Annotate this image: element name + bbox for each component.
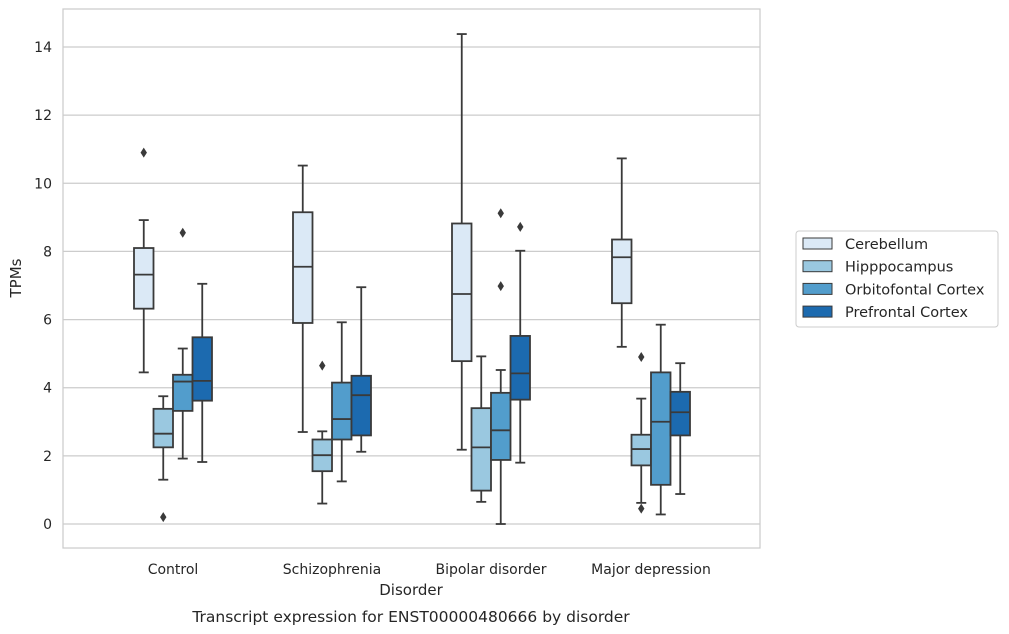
- outlier-0: [517, 221, 524, 232]
- outlier-0: [140, 147, 147, 158]
- outlier-0: [638, 503, 645, 514]
- box-2-3: [650, 323, 672, 516]
- x-tick-label-2: Bipolar disorder: [435, 562, 546, 578]
- y-tick-label-2: 4: [43, 381, 52, 397]
- box-0-0: [133, 147, 155, 374]
- x-axis-title: Disorder: [379, 581, 443, 599]
- box-body: [669, 390, 691, 437]
- box-layer: [133, 33, 691, 525]
- legend-swatch-0: [802, 237, 833, 250]
- box-3-3: [669, 362, 691, 495]
- outlier-0: [319, 360, 326, 371]
- box-2-1: [331, 321, 353, 483]
- outlier-0: [179, 227, 186, 238]
- box-body: [490, 391, 512, 461]
- box-2-2: [490, 208, 512, 525]
- legend-label-3: Prefrontal Cortex: [845, 305, 968, 321]
- legend-swatch-3: [802, 305, 833, 318]
- box-body: [133, 247, 155, 310]
- outlier-1: [638, 352, 645, 363]
- box-3-0: [191, 282, 213, 463]
- box-1-2: [470, 355, 492, 503]
- y-tick-label-4: 8: [43, 244, 52, 260]
- box-body: [152, 407, 174, 449]
- chart-caption: Transcript expression for ENST0000048066…: [191, 608, 630, 626]
- outlier-0: [160, 512, 167, 523]
- legend-swatch-1: [802, 260, 833, 273]
- outlier-0: [497, 281, 504, 292]
- y-tick-label-5: 10: [34, 176, 52, 192]
- y-axis-title: TPMs: [7, 258, 25, 298]
- legend-label-0: Cerebellum: [845, 237, 928, 253]
- box-0-2: [451, 33, 473, 451]
- plot-frame: [62, 8, 761, 549]
- box-1-0: [152, 395, 174, 523]
- box-0-1: [292, 164, 314, 433]
- box-0-3: [611, 157, 633, 348]
- outlier-1: [497, 208, 504, 219]
- x-tick-label-3: Major depression: [591, 562, 711, 578]
- y-tick-label-0: 0: [43, 517, 52, 533]
- y-tick-label-3: 6: [43, 313, 52, 329]
- box-body: [191, 336, 213, 402]
- box-body: [611, 238, 633, 305]
- x-tick-label-1: Schizophrenia: [283, 562, 381, 578]
- y-tick-label-7: 14: [34, 40, 52, 56]
- box-body: [470, 407, 492, 492]
- x-tick-label-0: Control: [148, 562, 199, 578]
- box-body: [650, 371, 672, 486]
- legend-label-2: Orbitofontal Cortex: [845, 282, 985, 298]
- legend-items: Cerebellum Hipppocampus Orbitofontal Corte…: [802, 237, 985, 321]
- box-1-3: [630, 352, 652, 514]
- box-body: [630, 433, 652, 467]
- legend-frame: [795, 230, 999, 328]
- box-body: [451, 222, 473, 363]
- y-axis-ticks: 0 2 4 6 8 10 12 14: [34, 40, 52, 533]
- x-axis-ticks: Control Schizophrenia Bipolar disorder Majo…: [148, 562, 711, 578]
- box-body: [350, 374, 372, 437]
- legend-swatch-2: [802, 282, 833, 295]
- legend: Cerebellum Hipppocampus Orbitofontal Corte…: [795, 230, 999, 328]
- box-body: [509, 335, 531, 401]
- box-3-1: [350, 286, 372, 453]
- y-tick-label-6: 12: [34, 108, 52, 124]
- box-3-2: [509, 221, 531, 464]
- legend-label-1: Hipppocampus: [845, 260, 953, 276]
- box-body: [331, 381, 353, 441]
- y-tick-label-1: 2: [43, 449, 52, 465]
- box-2-0: [172, 227, 194, 460]
- box-body: [172, 373, 194, 412]
- box-1-1: [311, 360, 333, 505]
